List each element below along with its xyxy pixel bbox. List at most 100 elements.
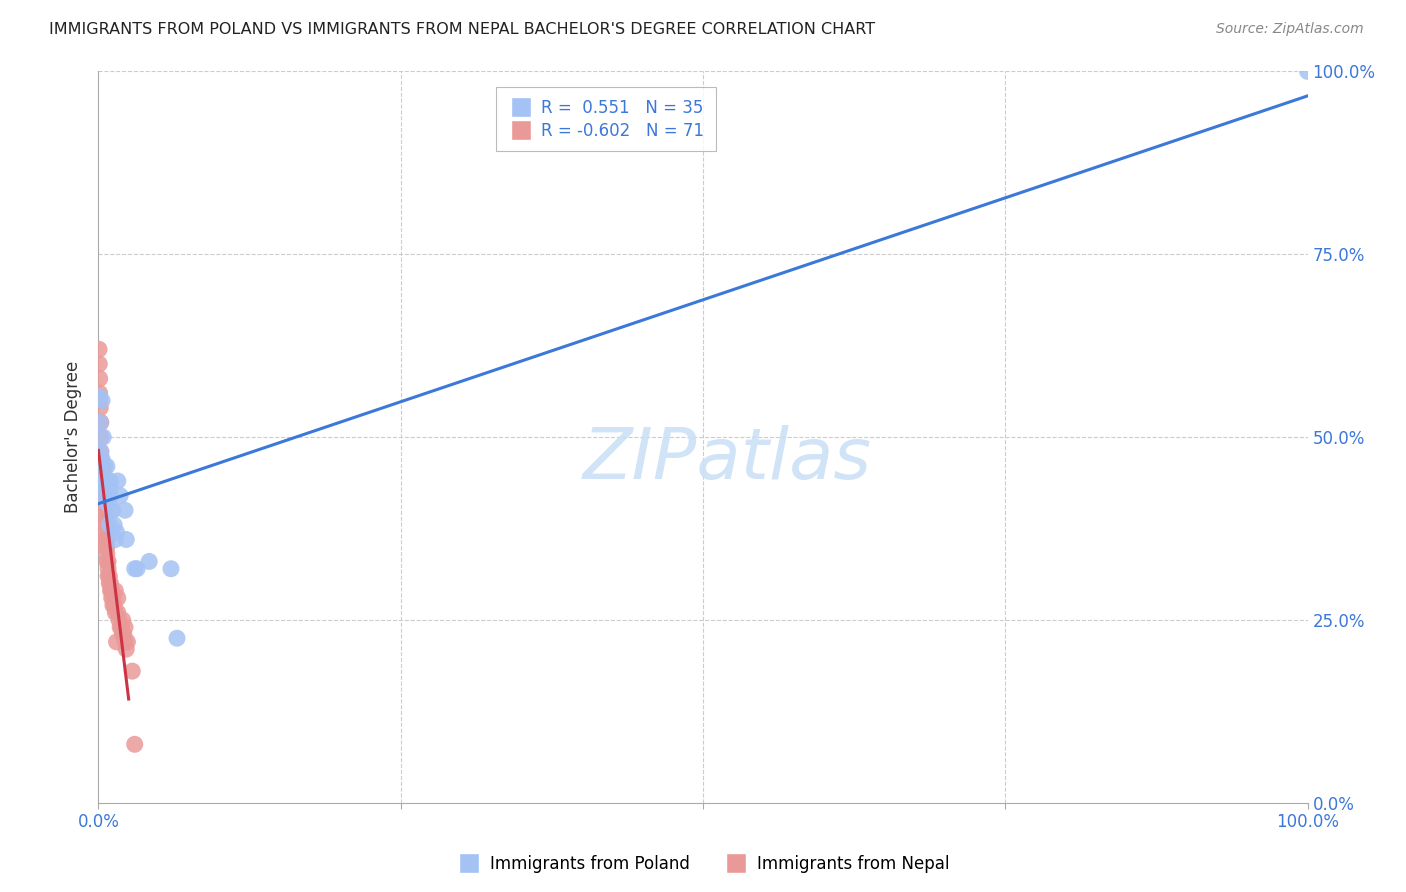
Point (114, 635, 136, 649)
Point (117, 635, 139, 649)
Y-axis label: Bachelor's Degree: Bachelor's Degree (65, 361, 83, 513)
Point (93, 459, 115, 474)
Point (93, 496, 115, 510)
Point (91, 496, 114, 510)
Point (96, 540, 118, 554)
Point (127, 562, 149, 576)
Legend: Immigrants from Poland, Immigrants from Nepal: Immigrants from Poland, Immigrants from … (450, 848, 956, 880)
Point (93, 517, 115, 532)
Point (91, 481, 114, 495)
Point (96, 554, 118, 568)
Point (114, 620, 136, 634)
Point (89, 357, 111, 371)
Point (93, 517, 115, 532)
Point (101, 503, 124, 517)
Point (89, 416, 111, 430)
Text: Source: ZipAtlas.com: Source: ZipAtlas.com (1216, 22, 1364, 37)
Point (115, 533, 138, 547)
Point (103, 599, 125, 613)
Point (89, 416, 111, 430)
Point (90, 444, 112, 458)
Point (112, 627, 135, 641)
Point (105, 525, 128, 540)
Point (100, 503, 122, 517)
Point (90, 444, 112, 458)
Point (90, 459, 112, 474)
Point (114, 503, 136, 517)
Point (100, 576, 122, 591)
Point (110, 620, 132, 634)
Point (93, 489, 115, 503)
Point (101, 599, 124, 613)
Point (96, 496, 118, 510)
Point (91, 489, 114, 503)
Point (91, 474, 114, 488)
Point (100, 489, 122, 503)
Point (166, 632, 188, 646)
Point (98, 576, 121, 591)
Point (91, 430, 114, 444)
Point (89, 371, 111, 385)
Point (103, 517, 125, 532)
Point (93, 503, 115, 517)
Point (94, 525, 117, 540)
Point (104, 606, 127, 620)
Point (91, 474, 114, 488)
Point (93, 510, 115, 524)
Point (90, 430, 112, 444)
Point (90, 467, 112, 481)
Point (91, 467, 114, 481)
Point (97, 569, 120, 583)
Point (98, 569, 121, 583)
Legend: R =  0.551   N = 35, R = -0.602   N = 71: R = 0.551 N = 35, R = -0.602 N = 71 (496, 87, 716, 152)
Point (94, 474, 117, 488)
Point (90, 416, 112, 430)
Text: ZIPatlas: ZIPatlas (582, 425, 872, 493)
Point (100, 591, 122, 605)
Point (93, 503, 115, 517)
Point (107, 474, 129, 488)
Point (91, 474, 114, 488)
Point (94, 540, 117, 554)
Point (91, 503, 114, 517)
Point (89, 386, 111, 401)
Point (115, 642, 138, 657)
Point (97, 554, 120, 568)
Point (97, 496, 120, 510)
Point (96, 547, 118, 561)
Point (160, 562, 183, 576)
Point (94, 533, 117, 547)
Point (107, 606, 129, 620)
Point (100, 583, 122, 598)
Point (111, 627, 134, 641)
Point (121, 664, 143, 678)
Point (90, 474, 112, 488)
Point (91, 489, 114, 503)
Point (100, 583, 122, 598)
Point (98, 481, 121, 495)
Point (89, 401, 111, 415)
Point (91, 510, 114, 524)
Point (124, 562, 146, 576)
Point (91, 489, 114, 503)
Point (108, 489, 131, 503)
Point (87, 343, 110, 357)
Point (108, 613, 131, 627)
Point (104, 533, 127, 547)
Point (107, 591, 129, 605)
Point (97, 562, 120, 576)
Point (97, 474, 120, 488)
Point (96, 533, 118, 547)
Point (93, 474, 115, 488)
Point (104, 583, 127, 598)
Point (91, 393, 114, 408)
Point (101, 591, 124, 605)
Point (91, 481, 114, 495)
Point (90, 452, 112, 467)
Point (1296, 64, 1319, 78)
Point (91, 503, 114, 517)
Point (91, 474, 114, 488)
Point (138, 554, 160, 568)
Point (94, 481, 117, 495)
Point (124, 737, 146, 751)
